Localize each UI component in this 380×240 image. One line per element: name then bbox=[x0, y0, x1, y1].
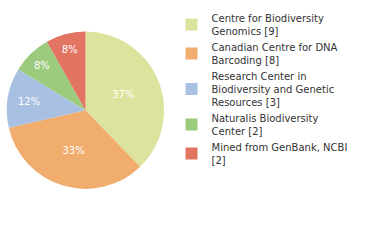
svg-text:Centre for BiodiversityGenomic: Centre for BiodiversityGenomics [9] bbox=[212, 13, 325, 37]
svg-text:Naturalis BiodiversityCenter [: Naturalis BiodiversityCenter [2] bbox=[212, 113, 319, 137]
svg-text:12%: 12% bbox=[18, 96, 40, 107]
svg-text:37%: 37% bbox=[112, 89, 134, 100]
svg-text:Research Center inBiodiversity: Research Center inBiodiversity and Genet… bbox=[212, 71, 335, 108]
svg-text:8%: 8% bbox=[34, 60, 50, 71]
svg-text:Mined from GenBank, NCBI[2]: Mined from GenBank, NCBI[2] bbox=[212, 142, 348, 166]
svg-text:33%: 33% bbox=[62, 145, 84, 156]
svg-text:8%: 8% bbox=[62, 44, 78, 55]
svg-text:Canadian Centre for DNABarcodi: Canadian Centre for DNABarcoding [8] bbox=[212, 42, 338, 66]
